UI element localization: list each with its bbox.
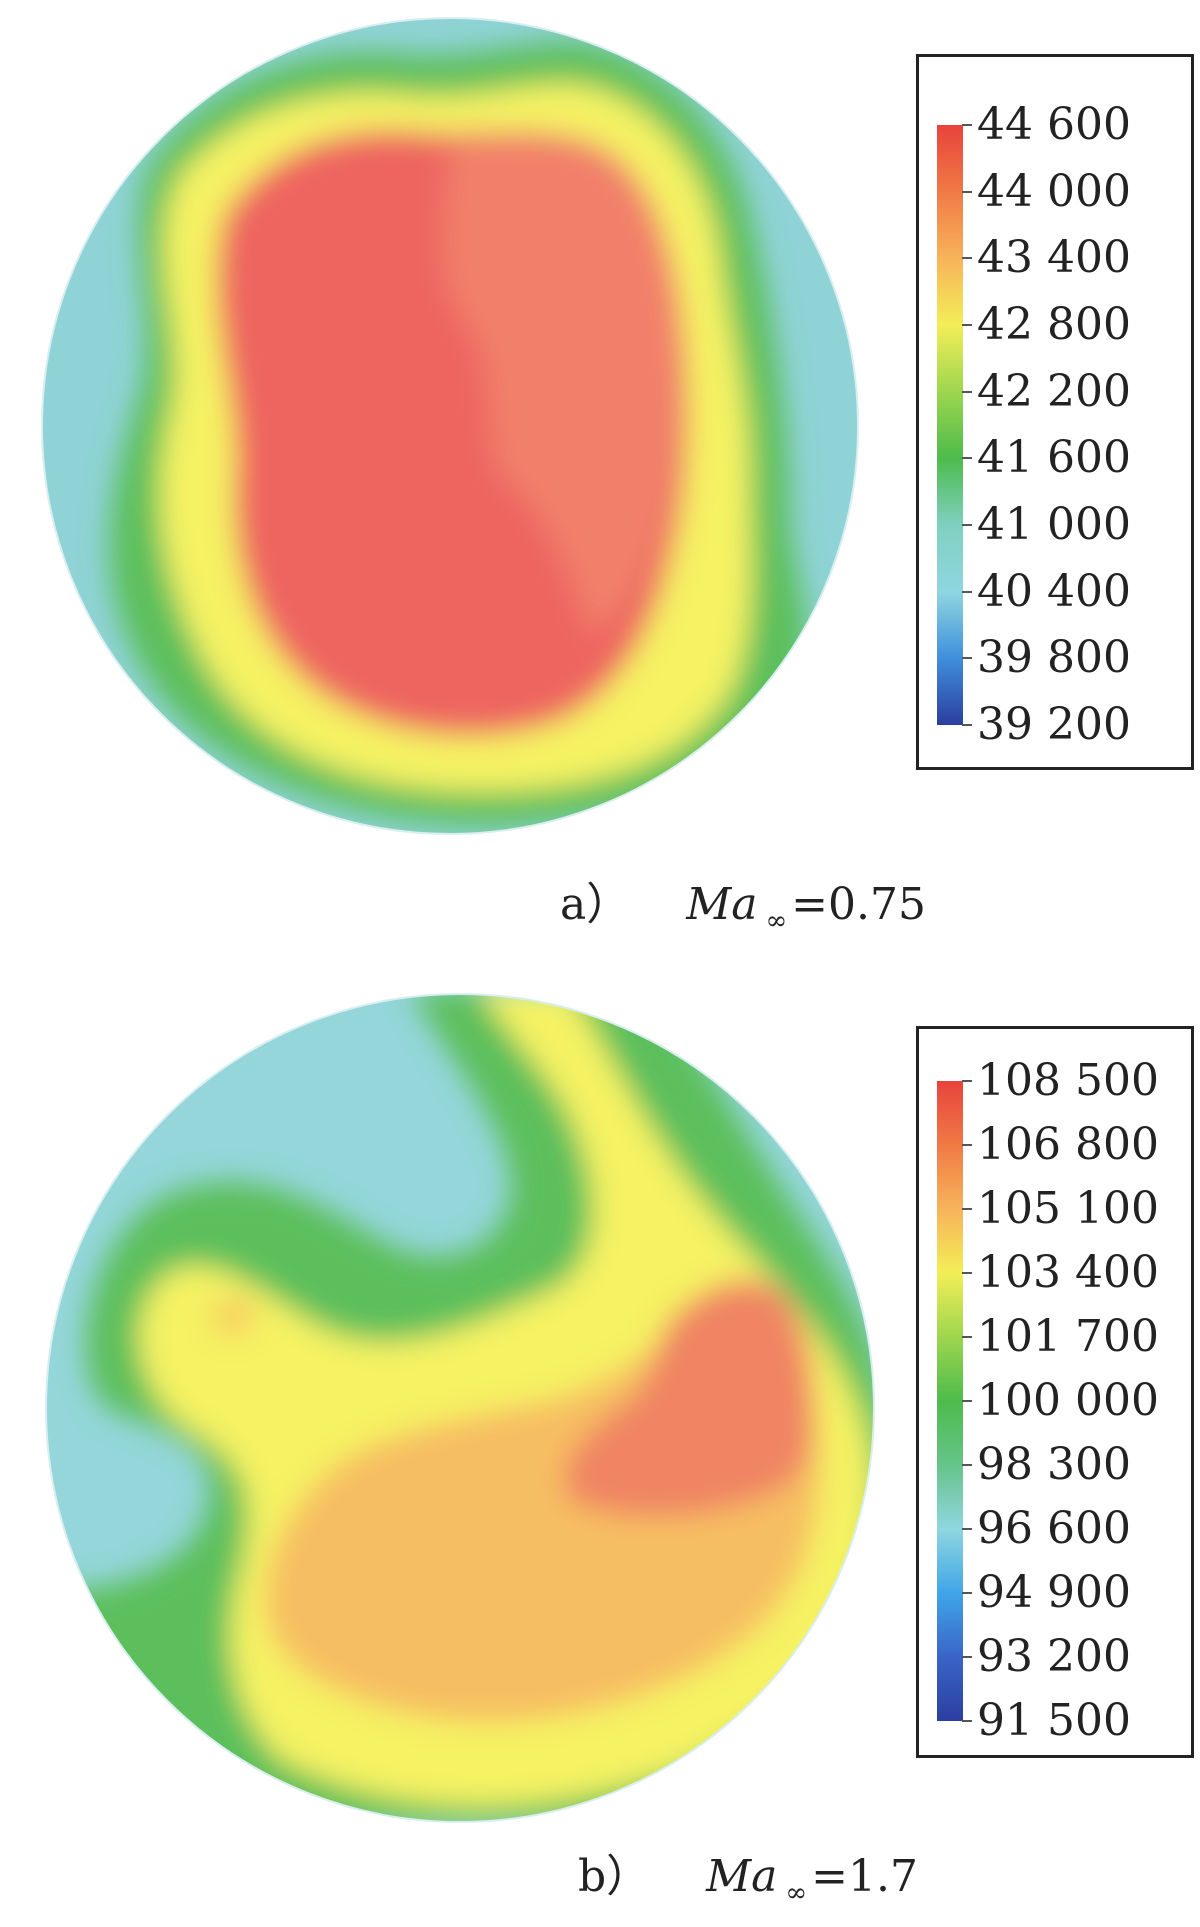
colorbar-tick-label-b-1: 106 800 (977, 1119, 1159, 1170)
colorbar-legend-a: 44 600 44 000 43 400 42 800 42 200 41 600 41 0… (916, 54, 1194, 770)
colorbar-tick-label-a-3: 42 800 (977, 299, 1131, 350)
colorbar-ticks-a: 44 600 44 000 43 400 42 800 42 200 41 600 41 0… (962, 57, 1191, 767)
colorbar-tick-label-a-5: 41 600 (977, 432, 1131, 484)
caption-b: b） Ma ∞=1.7 (578, 1840, 918, 1908)
colorbar-tick-label-a-1: 44 000 (977, 165, 1131, 217)
region-swirl-spot-b (210, 1297, 255, 1335)
colorbar-tick-label-b-7: 96 600 (977, 1503, 1131, 1554)
colorbar-tick-label-a-8: 39 800 (977, 632, 1131, 684)
colorbar-tick-label-a-7: 40 400 (977, 565, 1131, 617)
colorbar-tick-label-b-6: 98 300 (977, 1439, 1131, 1490)
colorbar-tick-label-b-5: 100 000 (977, 1375, 1159, 1426)
mach-value-b: =1.7 (811, 1851, 918, 1902)
region-core-upper-right-a (443, 133, 683, 634)
colorbar-tick-label-a-6: 41 000 (977, 499, 1131, 550)
mach-symbol-a: Ma (686, 879, 758, 930)
panel-a: 44 600 44 000 43 400 42 800 42 200 41 600 41 0… (0, 0, 1200, 960)
colorbar-tick-label-b-9: 93 200 (977, 1631, 1131, 1682)
mach-value-a: =0.75 (791, 879, 926, 930)
colorbar-tick-label-b-2: 105 100 (977, 1183, 1159, 1234)
panel-label-a: a） (560, 879, 631, 930)
mach-symbol-b: Ma (706, 1851, 778, 1902)
mach-subscript-b: ∞ (785, 1878, 808, 1908)
contour-plot-a (41, 17, 859, 835)
colorbar-a (937, 125, 963, 725)
colorbar-b (937, 1081, 963, 1721)
colorbar-tick-label-b-8: 94 900 (977, 1567, 1131, 1618)
panel-label-b: b） (578, 1851, 651, 1902)
colorbar-tick-label-a-2: 43 400 (977, 232, 1131, 284)
colorbar-tick-label-b-10: 91 500 (977, 1695, 1131, 1746)
colorbar-tick-label-a-4: 42 200 (977, 365, 1131, 417)
panel-b: 108 500 106 800 105 100 103 400 101 700 100 0… (0, 980, 1200, 1927)
colorbar-tick-label-b-3: 103 400 (977, 1247, 1159, 1298)
colorbar-tick-label-a-9: 39 200 (977, 699, 1131, 750)
caption-a: a） Ma ∞=0.75 (560, 868, 926, 936)
colorbar-ticks-b: 108 500 106 800 105 100 103 400 101 700 100 0… (962, 1029, 1191, 1755)
colorbar-tick-label-b-0: 108 500 (977, 1055, 1159, 1106)
mach-subscript-a: ∞ (765, 906, 788, 936)
colorbar-legend-b: 108 500 106 800 105 100 103 400 101 700 100 0… (916, 1026, 1194, 1758)
colorbar-tick-label-a-0: 44 600 (977, 99, 1131, 150)
contour-plot-b (45, 993, 875, 1823)
colorbar-tick-label-b-4: 101 700 (977, 1311, 1159, 1362)
region-right-streak-b (564, 1280, 814, 1517)
